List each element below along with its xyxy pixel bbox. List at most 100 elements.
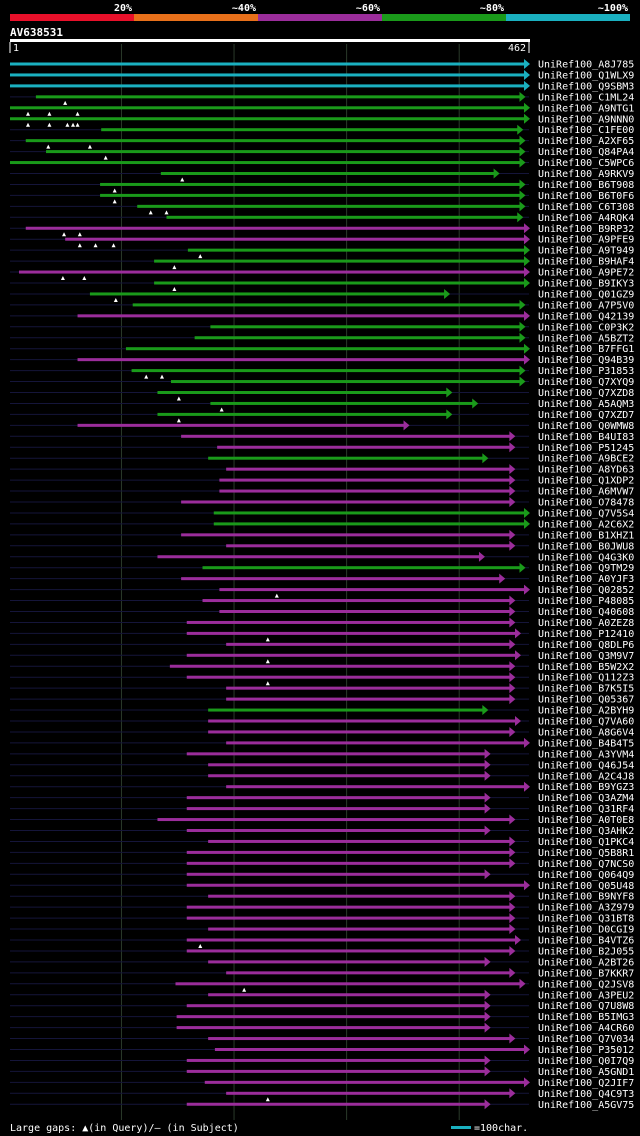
hit-row[interactable]: UniRef100_B1XHZ1 xyxy=(10,529,634,542)
hit-row[interactable]: UniRef100_B4B4T5 xyxy=(10,737,634,750)
hit-row[interactable]: UniRef100_Q4C9T3 xyxy=(10,1088,634,1102)
hit-label[interactable]: UniRef100_A5GV75 xyxy=(538,1100,634,1111)
hit-label[interactable]: UniRef100_Q31RF4 xyxy=(538,804,634,815)
hit-row[interactable]: UniRef100_Q7U8W8 xyxy=(10,1000,634,1013)
hit-row[interactable]: UniRef100_Q31BT8 xyxy=(10,913,634,925)
hit-label[interactable]: UniRef100_A9RKV9 xyxy=(538,169,634,180)
hit-label[interactable]: UniRef100_Q064Q9 xyxy=(538,870,634,881)
hit-label[interactable]: UniRef100_A9PFE9 xyxy=(538,235,634,246)
hit-row[interactable]: UniRef100_A4RQK4 xyxy=(10,212,634,224)
hit-row[interactable]: UniRef100_A5AQM3 xyxy=(10,398,634,412)
hit-label[interactable]: UniRef100_Q0WMW8 xyxy=(538,421,634,432)
hit-row[interactable]: UniRef100_Q064Q9 xyxy=(10,869,634,881)
hit-row[interactable]: UniRef100_Q84PA4 xyxy=(10,146,634,160)
hit-row[interactable]: UniRef100_A9NTG1 xyxy=(10,102,634,116)
hit-row[interactable]: UniRef100_A0T0E8 xyxy=(10,814,634,827)
hit-row[interactable]: UniRef100_A9NNN0 xyxy=(10,113,634,127)
hit-label[interactable]: UniRef100_A4CR60 xyxy=(538,1023,634,1034)
hit-label[interactable]: UniRef100_B7KKR7 xyxy=(538,968,634,979)
hit-label[interactable]: UniRef100_P35012 xyxy=(538,1045,634,1056)
hit-label[interactable]: UniRef100_Q7XYQ9 xyxy=(538,377,634,388)
hit-label[interactable]: UniRef100_Q5B8R1 xyxy=(538,848,634,859)
hit-label[interactable]: UniRef100_A0YJF3 xyxy=(538,574,634,585)
hit-label[interactable]: UniRef100_A3PEU2 xyxy=(538,990,634,1001)
hit-row[interactable]: UniRef100_A8G6V4 xyxy=(10,726,634,739)
hit-row[interactable]: UniRef100_Q0WMW8 xyxy=(10,420,634,432)
hit-label[interactable]: UniRef100_B9IKY3 xyxy=(538,279,634,290)
hit-row[interactable]: UniRef100_A0YJF3 xyxy=(10,573,634,586)
hit-label[interactable]: UniRef100_A9NNN0 xyxy=(538,114,634,125)
hit-row[interactable]: UniRef100_B9NYF8 xyxy=(10,891,634,903)
hit-row[interactable]: UniRef100_B7KKR7 xyxy=(10,967,634,980)
hit-row[interactable]: UniRef100_Q2JSV8 xyxy=(10,978,634,992)
hit-row[interactable]: UniRef100_Q40608 xyxy=(10,606,634,619)
hit-row[interactable]: UniRef100_Q5B8R1 xyxy=(10,847,634,859)
hit-label[interactable]: UniRef100_Q7XZD7 xyxy=(538,410,634,421)
hit-row[interactable]: UniRef100_Q05U48 xyxy=(10,880,634,892)
hit-label[interactable]: UniRef100_A7P5V0 xyxy=(538,300,634,311)
hit-row[interactable]: UniRef100_Q7XZD8 xyxy=(10,387,634,401)
hit-row[interactable]: UniRef100_A2BT26 xyxy=(10,956,634,969)
hit-row[interactable]: UniRef100_Q1XDP2 xyxy=(10,475,634,487)
hit-label[interactable]: UniRef100_A3YVM4 xyxy=(538,749,634,760)
hit-label[interactable]: UniRef100_Q3AHK2 xyxy=(538,826,634,837)
hit-label[interactable]: UniRef100_B6T0F6 xyxy=(538,191,634,202)
hit-row[interactable]: UniRef100_Q46J54 xyxy=(10,759,634,772)
hit-label[interactable]: UniRef100_A0ZEZ8 xyxy=(538,618,634,629)
hit-row[interactable]: UniRef100_A9T949 xyxy=(10,245,634,259)
hit-label[interactable]: UniRef100_Q84PA4 xyxy=(538,147,634,158)
hit-row[interactable]: UniRef100_Q94B39 xyxy=(10,354,634,367)
hit-row[interactable]: UniRef100_Q42139 xyxy=(10,310,634,323)
hit-label[interactable]: UniRef100_A2BYH9 xyxy=(538,706,634,717)
hit-label[interactable]: UniRef100_Q01GZ9 xyxy=(538,289,634,300)
hit-row[interactable]: UniRef100_P48085 xyxy=(10,595,634,608)
hit-row[interactable]: UniRef100_A5GV75 xyxy=(10,1099,634,1111)
hit-label[interactable]: UniRef100_C6T308 xyxy=(538,202,634,213)
hit-label[interactable]: UniRef100_B5W2X2 xyxy=(538,662,634,673)
hit-row[interactable]: UniRef100_Q3M9V7 xyxy=(10,650,634,664)
hit-row[interactable]: UniRef100_A4CR60 xyxy=(10,1022,634,1035)
hit-row[interactable]: UniRef100_C6T308 xyxy=(10,201,634,215)
hit-label[interactable]: UniRef100_Q9TM29 xyxy=(538,563,634,574)
hit-row[interactable]: UniRef100_A5BZT2 xyxy=(10,332,634,345)
hit-row[interactable]: UniRef100_Q9TM29 xyxy=(10,562,634,575)
hit-row[interactable]: UniRef100_B9RP32 xyxy=(10,223,634,237)
hit-label[interactable]: UniRef100_Q8DLP6 xyxy=(538,640,634,651)
hit-label[interactable]: UniRef100_A8G6V4 xyxy=(538,727,634,738)
hit-label[interactable]: UniRef100_A9BCE2 xyxy=(538,454,634,465)
hit-label[interactable]: UniRef100_Q05U48 xyxy=(538,881,634,892)
hit-row[interactable]: UniRef100_A2C6X2 xyxy=(10,518,634,531)
hit-label[interactable]: UniRef100_B7K5I5 xyxy=(538,684,634,695)
hit-label[interactable]: UniRef100_A9T949 xyxy=(538,246,634,257)
hit-row[interactable]: UniRef100_Q3AZM4 xyxy=(10,792,634,805)
hit-label[interactable]: UniRef100_Q7VA60 xyxy=(538,717,634,728)
hit-row[interactable]: UniRef100_A9PE72 xyxy=(10,267,634,281)
hit-row[interactable]: UniRef100_A5GND1 xyxy=(10,1066,634,1078)
hit-row[interactable]: UniRef100_B6T908 xyxy=(10,179,634,193)
hit-row[interactable]: UniRef100_B0JWU8 xyxy=(10,540,634,553)
hit-row[interactable]: UniRef100_Q7V5S4 xyxy=(10,507,634,520)
hit-label[interactable]: UniRef100_A9NTG1 xyxy=(538,103,634,114)
hit-row[interactable]: UniRef100_B6T0F6 xyxy=(10,190,634,204)
hit-row[interactable]: UniRef100_A8J785 xyxy=(10,59,634,71)
hit-label[interactable]: UniRef100_A5AQM3 xyxy=(538,399,634,410)
hit-label[interactable]: UniRef100_A9PE72 xyxy=(538,268,634,279)
hit-label[interactable]: UniRef100_B5IMG3 xyxy=(538,1012,634,1023)
hit-row[interactable]: UniRef100_Q112Z3 xyxy=(10,672,634,686)
hit-row[interactable]: UniRef100_C1FE00 xyxy=(10,124,634,137)
hit-row[interactable]: UniRef100_A0ZEZ8 xyxy=(10,617,634,629)
hit-row[interactable]: UniRef100_O78478 xyxy=(10,497,634,509)
hit-label[interactable]: UniRef100_A8J785 xyxy=(538,60,634,71)
hit-row[interactable]: UniRef100_C1ML24 xyxy=(10,91,634,105)
hit-row[interactable]: UniRef100_A2XF65 xyxy=(10,135,634,149)
hit-label[interactable]: UniRef100_C1ML24 xyxy=(538,92,634,103)
hit-row[interactable]: UniRef100_B7FFG1 xyxy=(10,343,634,356)
hit-label[interactable]: UniRef100_B4B4T5 xyxy=(538,738,634,749)
hit-label[interactable]: UniRef100_Q02852 xyxy=(538,585,634,596)
hit-row[interactable]: UniRef100_Q9SBM3 xyxy=(10,80,634,93)
hit-label[interactable]: UniRef100_B1XHZ1 xyxy=(538,530,634,541)
hit-label[interactable]: UniRef100_Q46J54 xyxy=(538,760,634,771)
hit-label[interactable]: UniRef100_A2C4J8 xyxy=(538,771,634,782)
hit-row[interactable]: UniRef100_P51245 xyxy=(10,442,634,454)
hit-row[interactable]: UniRef100_A3Z979 xyxy=(10,902,634,914)
